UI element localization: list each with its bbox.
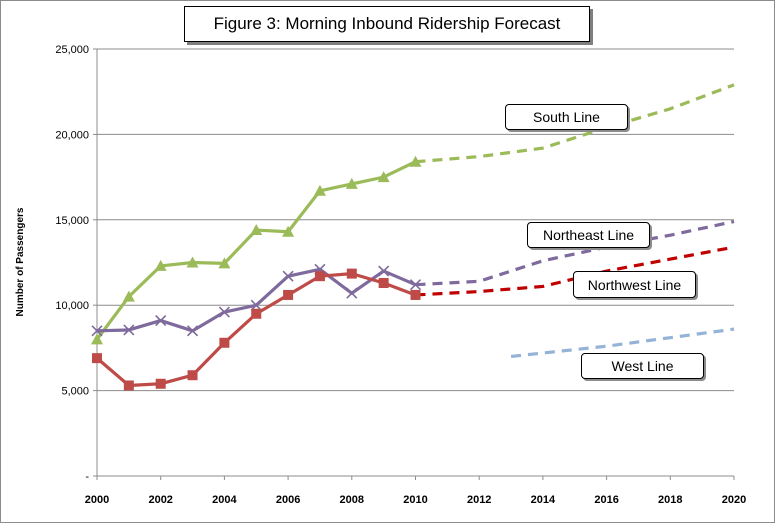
x-tick-label: 2002 — [148, 494, 172, 506]
northeast-line-marker — [282, 270, 294, 282]
gridlines — [97, 48, 734, 392]
south-line-marker — [345, 177, 358, 189]
northeast-line-marker — [123, 324, 135, 336]
x-tick-label: 2000 — [85, 494, 109, 506]
x-tick-label: 2010 — [403, 494, 427, 506]
series-label-west-line: West Line — [581, 353, 704, 379]
y-tick-labels: - 5,000 10,000 15,000 20,000 25,000 — [55, 44, 89, 483]
northwest-line-marker — [378, 277, 389, 288]
x-tick-label: 2014 — [531, 494, 556, 506]
northwest-line-actual-line — [95, 272, 417, 388]
northwest-line-marker — [123, 380, 134, 391]
x-tick-label: 2012 — [467, 494, 491, 506]
west-line-forecast-line — [510, 327, 735, 359]
northeast-line-marker — [346, 287, 358, 299]
y-tick-label: - — [85, 471, 89, 483]
northeast-line-forecast-line — [415, 219, 735, 287]
axes — [93, 48, 735, 480]
y-tick-label: 15,000 — [55, 215, 89, 227]
northwest-line-marker — [187, 370, 198, 381]
y-tick-label: 5,000 — [61, 386, 89, 398]
x-tick-label: 2004 — [212, 494, 237, 506]
chart-title: Figure 3: Morning Inbound Ridership Fore… — [184, 6, 590, 42]
x-tick-label: 2016 — [594, 494, 618, 506]
northeast-line-marker — [186, 325, 199, 337]
south-line-marker — [122, 290, 135, 302]
south-line-marker — [409, 155, 422, 167]
northwest-line-marker — [346, 268, 357, 279]
south-line-marker — [154, 259, 167, 271]
x-tick-label: 2008 — [340, 494, 364, 506]
south-line-marker — [186, 256, 199, 268]
northwest-line-marker — [314, 271, 325, 282]
northeast-line-marker — [91, 325, 103, 337]
northeast-line-marker — [409, 279, 422, 291]
northwest-line-marker — [410, 289, 421, 300]
x-tick-labels: 2000 2002 2004 2006 2008 2010 2012 2014 2016 2018… — [85, 494, 746, 506]
northeast-line-marker — [250, 299, 262, 311]
south-line-forecast-line — [415, 83, 735, 164]
x-tick-label: 2018 — [658, 494, 682, 506]
series-markers — [91, 155, 422, 391]
y-tick-label: 20,000 — [55, 129, 89, 141]
series-label-northeast-line: Northeast Line — [527, 222, 650, 248]
series-label-northwest-line: Northwest Line — [573, 271, 696, 298]
south-line-marker — [377, 171, 390, 183]
y-tick-label: 10,000 — [55, 300, 89, 312]
northeast-line-marker — [378, 265, 390, 277]
y-tick-label: 25,000 — [55, 44, 89, 56]
northeast-line-marker — [218, 306, 230, 318]
northeast-line-marker — [155, 315, 167, 327]
x-tick-label: 2020 — [722, 494, 746, 506]
south-line-marker — [282, 225, 295, 237]
south-line-marker — [250, 224, 263, 236]
south-line-marker — [313, 184, 326, 196]
northwest-line-marker — [219, 337, 230, 348]
x-tick-label: 2006 — [276, 494, 300, 506]
south-line-marker — [218, 257, 231, 269]
series-label-south-line: South Line — [505, 104, 628, 130]
northwest-line-marker — [92, 353, 102, 364]
south-line-marker — [91, 333, 103, 345]
northwest-line-marker — [251, 308, 262, 319]
northwest-line-marker — [283, 289, 294, 300]
northwest-line-marker — [155, 378, 166, 389]
